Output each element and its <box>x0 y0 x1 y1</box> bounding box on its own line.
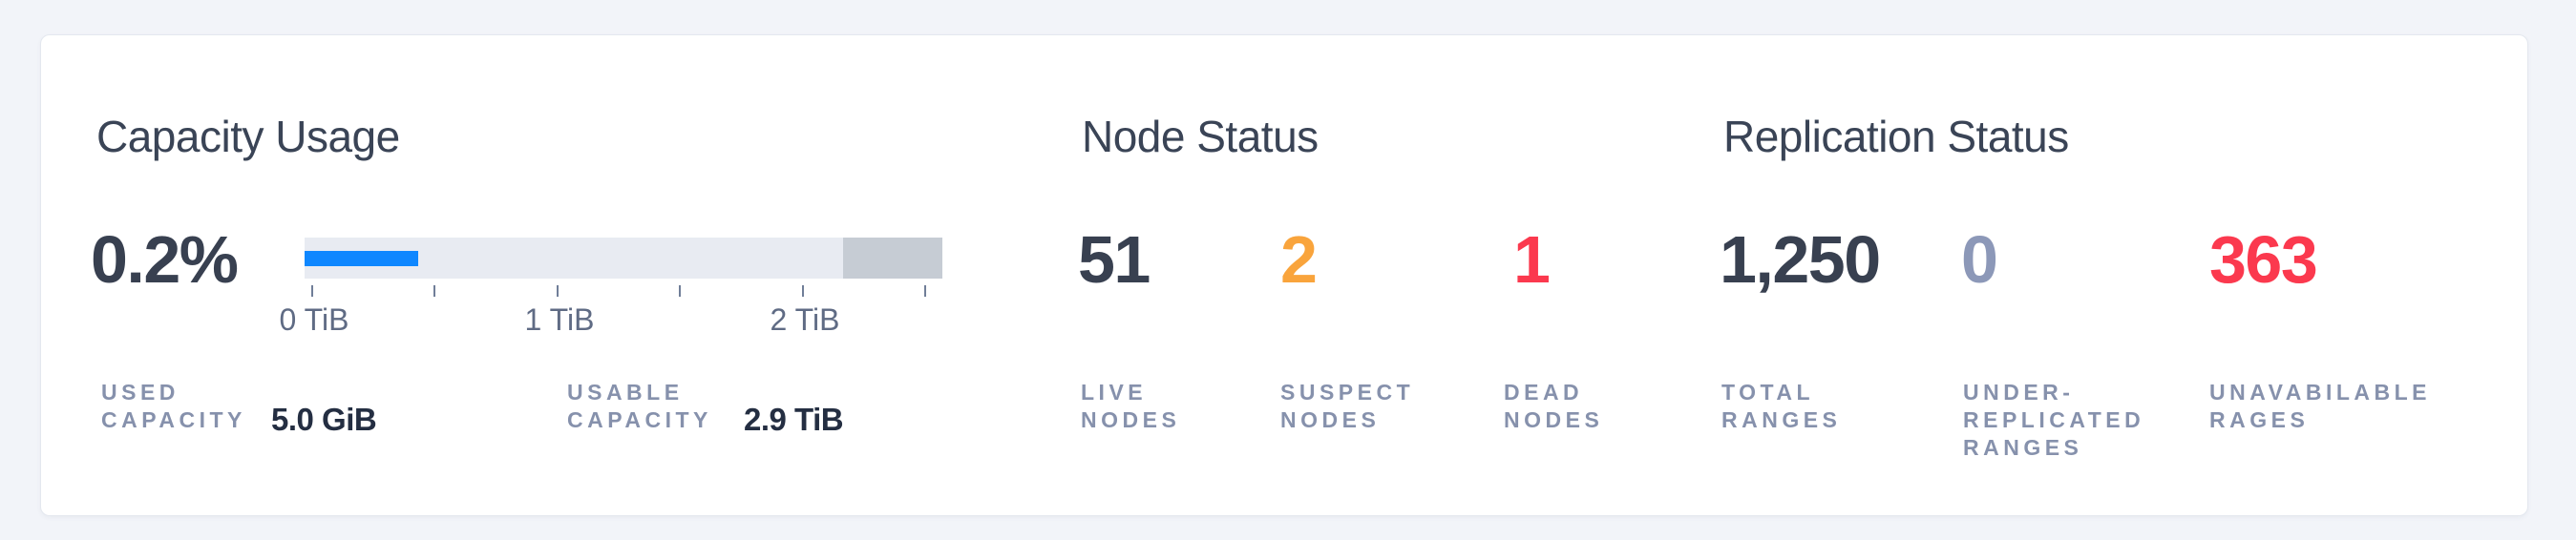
under-replicated-ranges-label: UNDER- REPLICATED RANGES <box>1963 379 2144 462</box>
label-line: REPLICATED <box>1963 407 2145 432</box>
label-line: TOTAL <box>1721 380 1815 405</box>
label-line: RAGES <box>2209 407 2310 432</box>
axis-tick <box>557 285 559 297</box>
capacity-bar-used-segment <box>305 251 418 266</box>
label-line: RANGES <box>1721 407 1842 432</box>
label-line: DEAD <box>1504 380 1584 405</box>
axis-label-0tib: 0 TiB <box>279 302 349 337</box>
label-line: NODES <box>1504 407 1604 432</box>
suspect-nodes-count: 2 <box>1280 222 1318 297</box>
total-ranges-label: TOTAL RANGES <box>1721 379 1841 434</box>
unavailable-ranges-label: UNAVABILABLE RAGES <box>2209 379 2431 434</box>
suspect-nodes-label: SUSPECT NODES <box>1280 379 1414 434</box>
label-line: USABLE <box>567 380 684 405</box>
capacity-bar-track <box>305 238 942 279</box>
dead-nodes-label: DEAD NODES <box>1504 379 1603 434</box>
replication-status-title: Replication Status <box>1723 112 2069 161</box>
label-line: CAPACITY <box>567 407 712 432</box>
unavailable-ranges-count: 363 <box>2209 222 2318 297</box>
axis-tick <box>433 285 435 297</box>
capacity-bar-reserved-segment <box>842 238 942 279</box>
label-line: CAPACITY <box>101 407 246 432</box>
total-ranges-count: 1,250 <box>1720 222 1881 297</box>
axis-tick <box>311 285 313 297</box>
node-status-title: Node Status <box>1082 112 1319 161</box>
label-line: UNDER- <box>1963 380 2075 405</box>
used-capacity-value: 5.0 GiB <box>271 402 377 437</box>
live-nodes-label: LIVE NODES <box>1081 379 1180 434</box>
label-line: RANGES <box>1963 435 2083 460</box>
label-line: NODES <box>1280 407 1381 432</box>
live-nodes-count: 51 <box>1078 222 1151 297</box>
label-line: UNAVABILABLE <box>2209 380 2432 405</box>
usable-capacity-value: 2.9 TiB <box>744 402 844 437</box>
usable-capacity-label: USABLE CAPACITY <box>567 379 712 434</box>
axis-label-1tib: 1 TiB <box>524 302 595 337</box>
cluster-summary-card: Capacity Usage 0.2% 0 TiB 1 TiB 2 TiB US… <box>40 34 2528 516</box>
axis-tick <box>802 285 804 297</box>
axis-label-2tib: 2 TiB <box>770 302 840 337</box>
axis-tick <box>924 285 926 297</box>
under-replicated-ranges-count: 0 <box>1961 222 1998 297</box>
label-line: SUSPECT <box>1280 380 1415 405</box>
axis-tick <box>679 285 681 297</box>
label-line: LIVE <box>1081 380 1148 405</box>
capacity-usage-title: Capacity Usage <box>96 112 400 161</box>
capacity-used-percent: 0.2% <box>91 222 239 297</box>
label-line: NODES <box>1081 407 1181 432</box>
dead-nodes-count: 1 <box>1513 222 1551 297</box>
used-capacity-label: USED CAPACITY <box>101 379 246 434</box>
label-line: USED <box>101 380 179 405</box>
